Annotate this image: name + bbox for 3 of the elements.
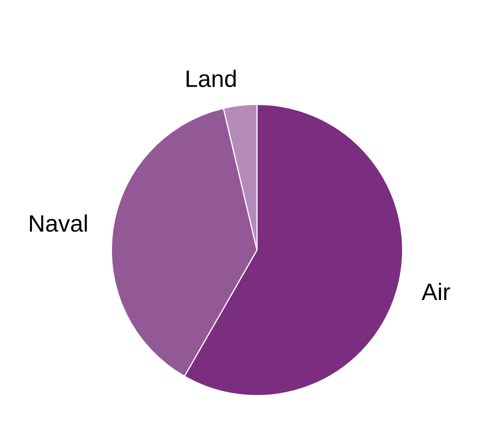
slice-label: Land <box>186 70 236 88</box>
slice-label: Air <box>422 282 450 300</box>
slice-label: Naval <box>30 214 87 232</box>
